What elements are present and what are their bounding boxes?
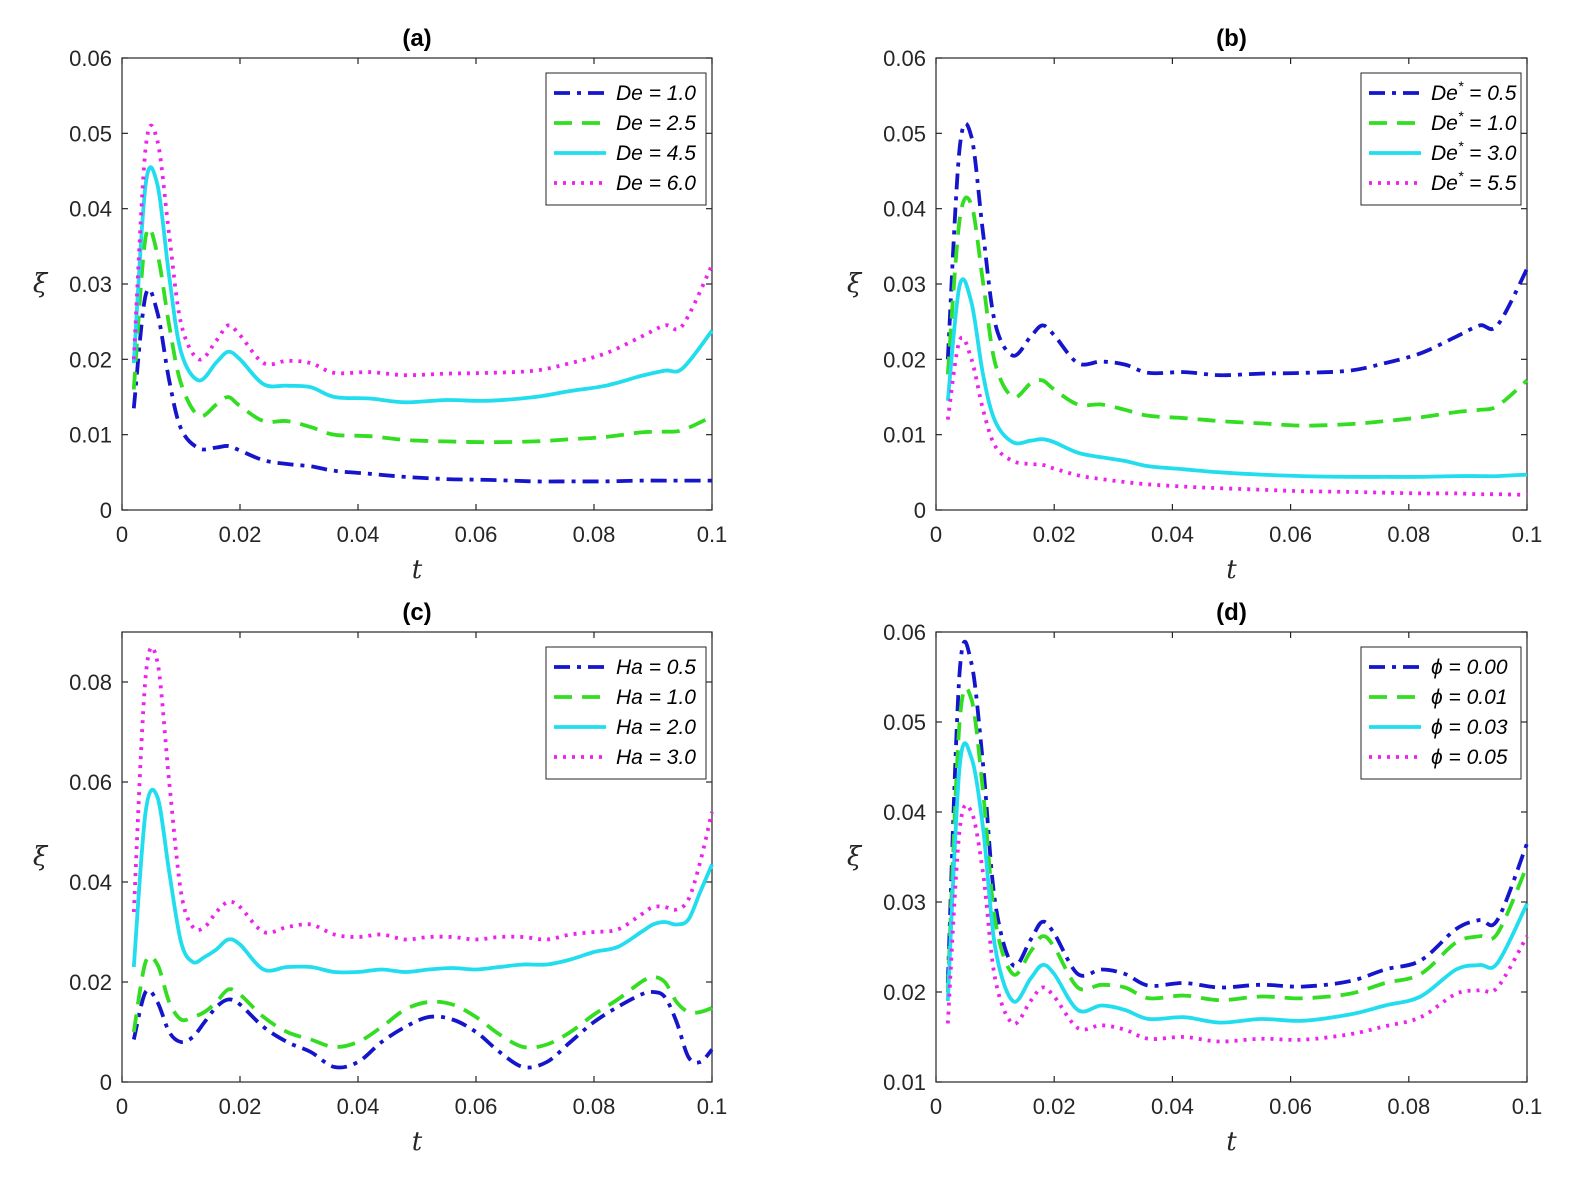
legend-label-1: De* = 0.5 — [1431, 78, 1517, 105]
x-tick-label: 0.06 — [455, 522, 498, 547]
x-tick-label: 0.02 — [1033, 1094, 1076, 1119]
y-tick-label: 0 — [914, 498, 926, 523]
legend-label-4: De = 6.0 — [616, 172, 696, 195]
series-line-1 — [945, 639, 1529, 990]
legend-label-3: De = 4.5 — [616, 142, 696, 165]
x-tick-label: 0.02 — [1033, 522, 1076, 547]
panel-title: (d) — [1216, 599, 1247, 626]
legend-label-2: De = 2.5 — [616, 112, 696, 135]
x-tick-label: 0.1 — [697, 522, 728, 547]
panel-title: (c) — [402, 599, 431, 626]
legend: ϕ = 0.00 ϕ = 0.01 ϕ = 0.03 ϕ = 0.05 — [1360, 646, 1522, 780]
y-axis-label: ξ — [33, 269, 49, 299]
y-tick-label: 0.06 — [69, 770, 112, 795]
y-tick-label: 0.01 — [883, 1070, 926, 1095]
legend-label-3: De* = 3.0 — [1431, 138, 1517, 165]
y-tick-label: 0.06 — [883, 46, 926, 71]
y-tick-label: 0.04 — [69, 197, 112, 222]
x-axis-label: t — [1226, 555, 1237, 585]
legend: De* = 0.5 De* = 1.0 De* = 3.0 De* = 5.5 — [1360, 72, 1522, 206]
series-line-3 — [131, 787, 714, 975]
y-tick-label: 0.04 — [883, 800, 926, 825]
y-axis-label: ξ — [847, 842, 863, 872]
x-tick-label: 0.06 — [455, 1094, 498, 1119]
x-axis-label: t — [1226, 1127, 1237, 1157]
y-tick-label: 0.02 — [69, 347, 112, 372]
x-axis-label: t — [412, 1127, 423, 1157]
legend: Ha = 0.5 Ha = 1.0 Ha = 2.0 Ha = 3.0 — [545, 646, 707, 780]
y-tick-label: 0.03 — [69, 272, 112, 297]
chart-panel-b: (b) 0 0.02 0.04 0.06 0.08 0.1 0 0.01 0.02 0.03 0.04… — [847, 25, 1542, 585]
x-tick-label: 0 — [116, 522, 128, 547]
series-line-3 — [945, 277, 1528, 479]
panel-title: (a) — [402, 25, 431, 52]
chart-panel-a: (a) 0 0.02 0.04 0.06 0.08 0.1 0 0.01 0.02 0.03 0.04… — [33, 25, 727, 585]
x-tick-label: 0.08 — [1387, 522, 1430, 547]
y-tick-label: 0.06 — [883, 620, 926, 645]
x-tick-label: 0.04 — [337, 1094, 380, 1119]
series-line-2 — [945, 195, 1529, 428]
y-tick-label: 0.05 — [69, 121, 112, 146]
legend-label-2: ϕ = 0.01 — [1431, 686, 1508, 709]
x-tick-label: 0.1 — [697, 1094, 728, 1119]
x-tick-label: 0 — [930, 522, 942, 547]
series-line-1 — [945, 121, 1529, 378]
y-tick-label: 0.02 — [883, 347, 926, 372]
y-tick-label: 0.03 — [883, 890, 926, 915]
y-tick-label: 0.05 — [883, 121, 926, 146]
legend-label-4: ϕ = 0.05 — [1431, 746, 1508, 769]
x-tick-label: 0.04 — [1151, 1094, 1194, 1119]
x-tick-label: 0.04 — [337, 522, 380, 547]
legend-label-1: De = 1.0 — [616, 82, 696, 105]
y-tick-label: 0.05 — [883, 710, 926, 735]
x-axis-label: t — [412, 555, 423, 585]
x-tick-label: 0.1 — [1512, 1094, 1543, 1119]
x-tick-label: 0.08 — [573, 1094, 616, 1119]
legend-label-4: De* = 5.5 — [1431, 168, 1517, 195]
y-tick-label: 0.03 — [883, 272, 926, 297]
panel-title: (b) — [1216, 25, 1247, 52]
x-tick-label: 0.1 — [1512, 522, 1543, 547]
y-tick-label: 0.01 — [883, 423, 926, 448]
legend-label-1: ϕ = 0.00 — [1431, 656, 1508, 679]
x-tick-label: 0.06 — [1269, 522, 1312, 547]
x-tick-label: 0.06 — [1269, 1094, 1312, 1119]
series-line-1 — [131, 287, 712, 484]
x-tick-label: 0.04 — [1151, 522, 1194, 547]
y-tick-label: 0.02 — [883, 980, 926, 1005]
x-tick-label: 0 — [930, 1094, 942, 1119]
y-axis-label: ξ — [33, 842, 49, 872]
y-tick-label: 0.01 — [69, 423, 112, 448]
y-tick-label: 0.04 — [883, 197, 926, 222]
series-line-3 — [945, 741, 1529, 1025]
chart-panel-c: (c) 0 0.02 0.04 0.06 0.08 0.1 0 0.02 0.04 0.06 0.08… — [33, 599, 727, 1157]
legend-label-4: Ha = 3.0 — [616, 746, 696, 769]
y-tick-label: 0.04 — [69, 870, 112, 895]
x-tick-label: 0.08 — [573, 522, 616, 547]
y-tick-label: 0.06 — [69, 46, 112, 71]
chart-panel-d: (d) 0 0.02 0.04 0.06 0.08 0.1 0.01 0.02 0.03 0.04 0… — [847, 599, 1542, 1157]
y-tick-label: 0.08 — [69, 670, 112, 695]
y-axis-label: ξ — [847, 269, 863, 299]
y-tick-label: 0 — [100, 498, 112, 523]
legend-label-3: ϕ = 0.03 — [1431, 716, 1508, 739]
x-tick-label: 0.02 — [219, 522, 262, 547]
x-tick-label: 0.08 — [1387, 1094, 1430, 1119]
legend-label-1: Ha = 0.5 — [616, 656, 696, 679]
legend-label-2: De* = 1.0 — [1431, 108, 1517, 135]
legend-label-3: Ha = 2.0 — [616, 716, 696, 739]
x-tick-label: 0 — [116, 1094, 128, 1119]
series-line-4 — [131, 645, 714, 942]
y-tick-label: 0.02 — [69, 970, 112, 995]
series-line-2 — [945, 686, 1529, 1003]
y-tick-label: 0 — [100, 1070, 112, 1095]
legend-label-2: Ha = 1.0 — [616, 686, 696, 709]
series-line-2 — [131, 226, 713, 445]
series-line-3 — [131, 165, 714, 405]
x-tick-label: 0.02 — [219, 1094, 262, 1119]
legend: De = 1.0 De = 2.5 De = 4.5 De = 6.0 — [545, 72, 707, 206]
